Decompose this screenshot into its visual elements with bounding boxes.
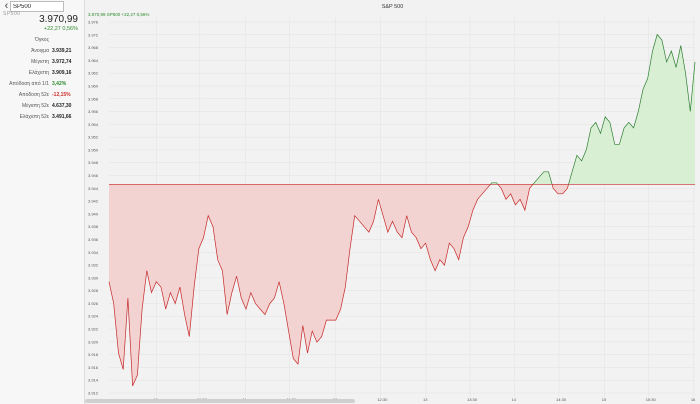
y-tick-label: 3.954 <box>88 122 99 127</box>
y-tick-label: 3.952 <box>88 135 99 140</box>
last-price: 3.970,99 <box>39 14 78 25</box>
stat-label: Άνοιγμα <box>31 48 49 54</box>
y-tick-label: 3.914 <box>88 378 99 383</box>
y-tick-label: 3.958 <box>88 96 99 101</box>
chart-info-label: 3.970,99 SP500 +22,27 0,56% <box>88 12 150 17</box>
stat-row: Μέγιστη 3.972,74 <box>0 59 84 69</box>
stat-value: 4.637,30 <box>52 103 72 109</box>
search-bar: ‹ <box>0 0 84 13</box>
y-tick-label: 3.962 <box>88 71 99 76</box>
stat-value: 3.491,66 <box>52 114 72 120</box>
stat-label: Απόδοση 52ε <box>18 92 49 98</box>
stat-value: 3.972,74 <box>52 59 72 65</box>
instrument-panel: ‹ SP500 3.970,99 +22,27 0,56% Όγκος Άνοι… <box>0 0 85 404</box>
horizontal-scrollbar[interactable] <box>85 399 355 403</box>
y-tick-label: 3.964 <box>88 58 99 63</box>
ticker-subtitle: SP500 <box>3 11 21 17</box>
y-tick-label: 3.942 <box>88 199 99 204</box>
area-fill-up <box>490 34 695 185</box>
stat-row: Άνοιγμα 3.939,21 <box>0 48 84 58</box>
price-chart[interactable]: 3.976 3.972 3.968 3.964 3.962 3.960 3.958 3.956… <box>85 0 700 404</box>
stat-row: Μέγιστη 52ε 4.637,30 <box>0 103 84 113</box>
x-tick-label: 14 <box>512 397 517 402</box>
stat-value: 3.939,21 <box>52 48 72 54</box>
y-tick-label: 3.950 <box>88 147 99 152</box>
stat-label: Ελάχιστη 52ε <box>19 114 49 120</box>
stat-row: Ελάχιστη 52ε 3.491,66 <box>0 114 84 124</box>
y-tick-label: 3.968 <box>88 45 99 50</box>
price-line-down <box>108 184 569 387</box>
y-tick-label: 3.946 <box>88 173 99 178</box>
x-tick-label: 13 <box>423 397 428 402</box>
y-tick-label: 3.930 <box>88 275 99 280</box>
x-tick-label: 16 <box>691 397 696 402</box>
stat-label: Μέγιστη 52ε <box>21 103 49 109</box>
y-tick-label: 3.972 <box>88 32 99 37</box>
chart-panel[interactable]: S&P 500 3.970,99 SP500 +22,27 0,56% 3.97… <box>85 0 700 404</box>
stat-value: 3,42% <box>52 81 67 87</box>
stat-row: Απόδοση 52ε -12,15% <box>0 92 84 102</box>
price-line-up <box>490 33 696 185</box>
stat-label: Μέγιστη <box>31 59 49 65</box>
y-tick-label: 3.960 <box>88 83 99 88</box>
y-tick-label: 3.932 <box>88 263 99 268</box>
y-tick-label: 3.920 <box>88 339 99 344</box>
x-tick-label: 14:30 <box>556 397 567 402</box>
y-tick-label: 3.918 <box>88 352 99 357</box>
x-tick-label: 15:30 <box>646 397 657 402</box>
price-change: +22,27 0,56% <box>43 26 78 32</box>
y-tick-label: 3.956 <box>88 109 99 114</box>
stat-label: Ελάχιστη <box>28 70 49 76</box>
y-tick-label: 3.948 <box>88 160 99 165</box>
y-tick-label: 3.940 <box>88 211 99 216</box>
y-tick-label: 3.976 <box>88 20 99 25</box>
stat-label: Όγκος <box>34 37 49 43</box>
chart-title: S&P 500 <box>381 4 404 10</box>
y-tick-label: 3.926 <box>88 301 99 306</box>
chevron-left-icon[interactable]: ‹ <box>4 0 9 12</box>
y-tick-label: 3.912 <box>88 391 99 396</box>
y-tick-label: 3.934 <box>88 250 99 255</box>
x-tick-label: 12:30 <box>377 397 388 402</box>
stat-row: Απόδοση από 1/1 3,42% <box>0 81 84 91</box>
y-tick-label: 3.922 <box>88 327 99 332</box>
x-tick-label: 13:30 <box>467 397 478 402</box>
y-tick-label: 3.944 <box>88 186 99 191</box>
x-tick-label: 15 <box>602 397 607 402</box>
y-tick-label: 3.936 <box>88 237 99 242</box>
stat-row: Ελάχιστη 3.909,16 <box>0 70 84 80</box>
y-tick-label: 3.938 <box>88 224 99 229</box>
stat-value: -12,15% <box>52 92 71 98</box>
y-tick-label: 3.928 <box>88 288 99 293</box>
stat-value: 3.909,16 <box>52 70 72 76</box>
stat-label: Απόδοση από 1/1 <box>9 81 49 87</box>
stat-row: Όγκος <box>0 37 84 47</box>
y-tick-label: 3.924 <box>88 314 99 319</box>
symbol-search-input[interactable] <box>10 1 64 12</box>
y-tick-label: 3.916 <box>88 365 99 370</box>
area-fill-down <box>109 184 695 386</box>
